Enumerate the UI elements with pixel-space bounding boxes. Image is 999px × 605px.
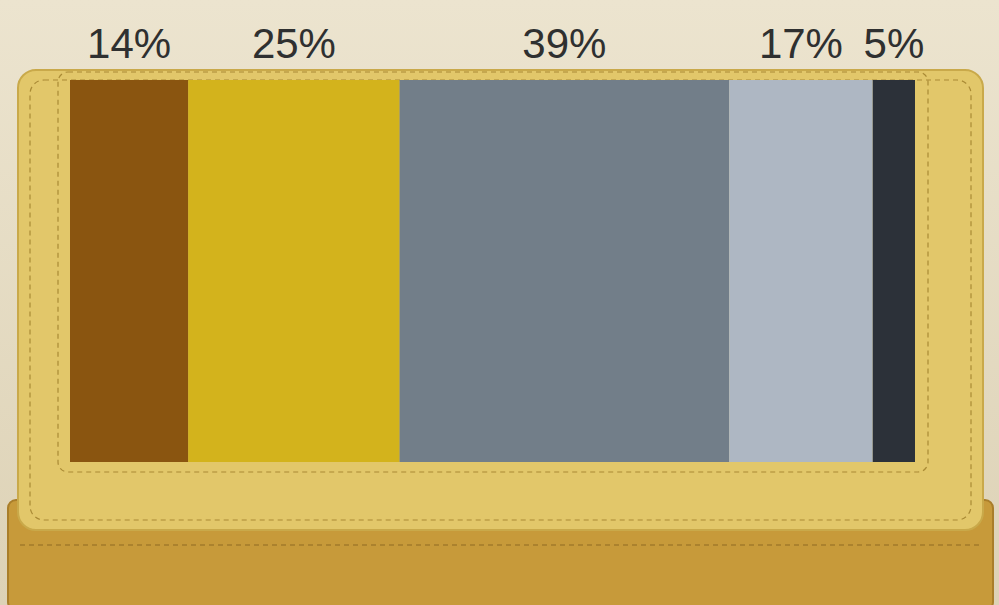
svg-text:14%: 14% bbox=[87, 20, 171, 67]
svg-text:17%: 17% bbox=[759, 20, 843, 67]
svg-text:39%: 39% bbox=[522, 20, 606, 67]
svg-text:5%: 5% bbox=[864, 20, 925, 67]
svg-text:25%: 25% bbox=[252, 20, 336, 67]
